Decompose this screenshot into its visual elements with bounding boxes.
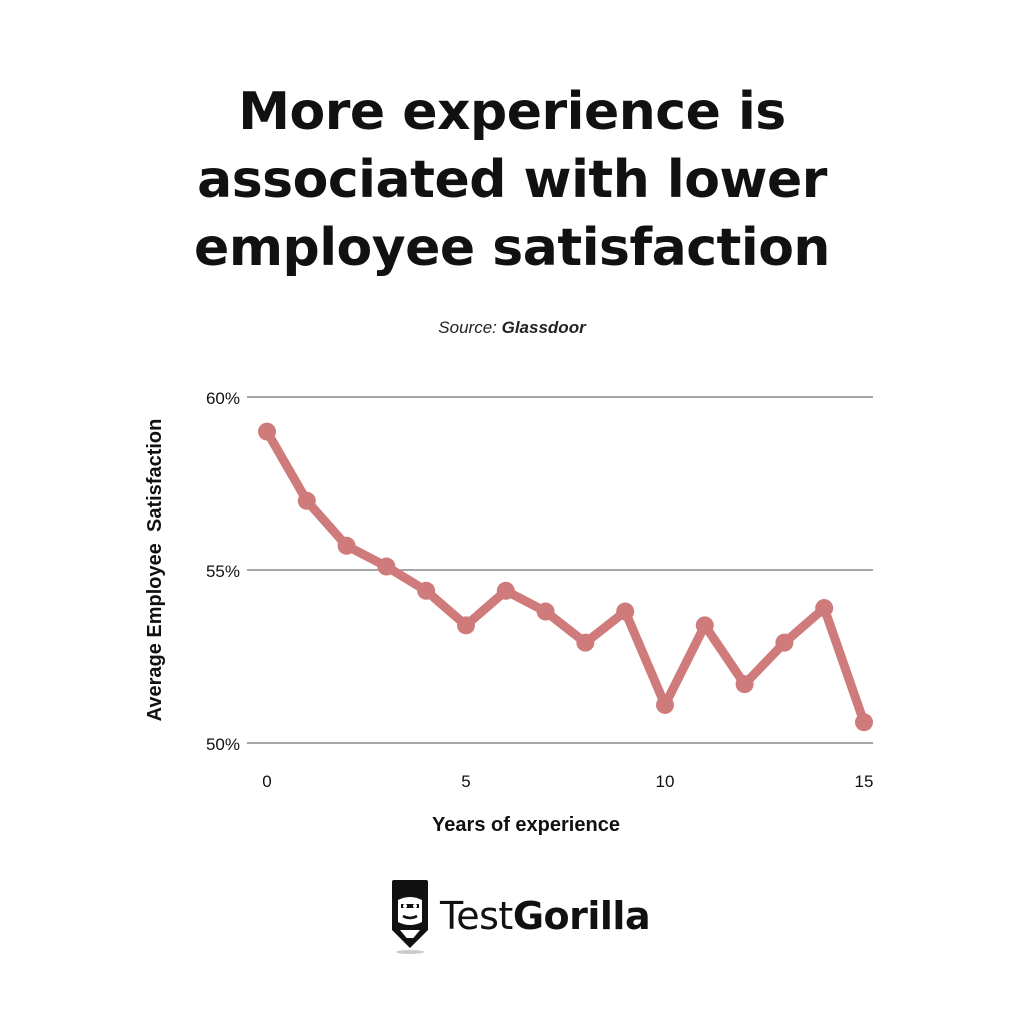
chart-title: More experience is associated with lower… xyxy=(0,78,1024,282)
x-tick-label: 5 xyxy=(461,772,470,791)
source-note: Source: Glassdoor xyxy=(0,318,1024,338)
chart-title-line-2: associated with lower xyxy=(197,150,827,210)
data-point xyxy=(417,581,436,600)
chart-title-line-3: employee satisfaction xyxy=(194,218,830,278)
data-point xyxy=(297,491,316,510)
data-point xyxy=(855,713,873,732)
data-point xyxy=(656,695,674,714)
data-point xyxy=(815,599,834,618)
x-tick-label: 10 xyxy=(656,772,675,791)
x-axis-ticks: 0 5 10 15 xyxy=(262,772,873,791)
data-point xyxy=(457,616,475,635)
series-line xyxy=(262,427,869,727)
y-axis-ticks: 50% 55% 60% xyxy=(206,389,240,754)
gorilla-pencil-icon xyxy=(392,880,428,954)
testgorilla-logo: TestGorilla xyxy=(388,876,651,956)
brand-text-gorilla: Gorilla xyxy=(512,894,651,938)
data-point xyxy=(377,557,396,576)
data-point xyxy=(735,675,754,694)
x-axis-label: Years of experience xyxy=(432,814,620,836)
data-point xyxy=(576,633,595,652)
data-point xyxy=(337,536,356,555)
brand-wordmark: TestGorilla xyxy=(440,894,651,938)
data-point xyxy=(258,422,276,441)
y-tick-label: 50% xyxy=(206,735,240,754)
data-point xyxy=(616,602,635,621)
source-name: Glassdoor xyxy=(501,318,586,337)
y-tick-label: 55% xyxy=(206,562,240,581)
brand-text-test: Test xyxy=(440,894,513,938)
data-point xyxy=(536,602,555,621)
data-point xyxy=(775,633,794,652)
source-prefix: Source: xyxy=(438,318,497,337)
chart-title-line-1: More experience is xyxy=(238,82,786,142)
data-point xyxy=(496,581,515,600)
x-tick-label: 0 xyxy=(262,772,271,791)
y-tick-label: 60% xyxy=(206,389,240,408)
data-point xyxy=(695,616,714,635)
series-layer xyxy=(258,422,873,732)
grid-lines xyxy=(247,396,873,744)
y-axis-label: Average Employee Satisfaction xyxy=(144,419,166,722)
x-tick-label: 15 xyxy=(855,772,874,791)
